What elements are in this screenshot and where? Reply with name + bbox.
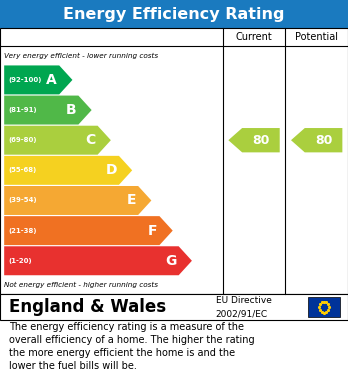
Text: 80: 80 [252, 134, 270, 147]
Bar [0, 294, 348, 320]
Polygon shape [4, 156, 132, 185]
Text: (69-80): (69-80) [8, 137, 37, 143]
Text: G: G [165, 254, 176, 268]
Text: (55-68): (55-68) [8, 167, 37, 173]
Polygon shape [4, 216, 173, 245]
Text: Potential: Potential [295, 32, 338, 42]
Text: F: F [148, 224, 157, 238]
Polygon shape [228, 128, 280, 152]
Text: 80: 80 [315, 134, 332, 147]
Text: C: C [85, 133, 95, 147]
Polygon shape [4, 126, 111, 155]
Text: Not energy efficient - higher running costs: Not energy efficient - higher running co… [4, 282, 158, 288]
Bar [0, 28, 348, 294]
Text: England & Wales: England & Wales [9, 298, 166, 316]
Polygon shape [4, 246, 192, 275]
Text: Very energy efficient - lower running costs: Very energy efficient - lower running co… [4, 53, 158, 59]
Polygon shape [4, 95, 92, 125]
Text: (39-54): (39-54) [8, 197, 37, 203]
Bar [308, 297, 340, 317]
Text: Energy Efficiency Rating: Energy Efficiency Rating [63, 7, 285, 22]
Text: (81-91): (81-91) [8, 107, 37, 113]
Text: (92-100): (92-100) [8, 77, 42, 83]
Polygon shape [291, 128, 342, 152]
Polygon shape [4, 186, 151, 215]
Text: D: D [105, 163, 117, 178]
Text: 2002/91/EC: 2002/91/EC [216, 310, 268, 319]
Bar [0, 0, 348, 28]
Text: The energy efficiency rating is a measure of the
overall efficiency of a home. T: The energy efficiency rating is a measur… [9, 322, 254, 371]
Text: (1-20): (1-20) [8, 258, 32, 264]
Text: Current: Current [236, 32, 272, 42]
Text: EU Directive: EU Directive [216, 296, 272, 305]
Text: A: A [46, 73, 57, 87]
Text: (21-38): (21-38) [8, 228, 37, 234]
Polygon shape [4, 65, 72, 94]
Text: E: E [127, 194, 136, 208]
Text: B: B [66, 103, 76, 117]
